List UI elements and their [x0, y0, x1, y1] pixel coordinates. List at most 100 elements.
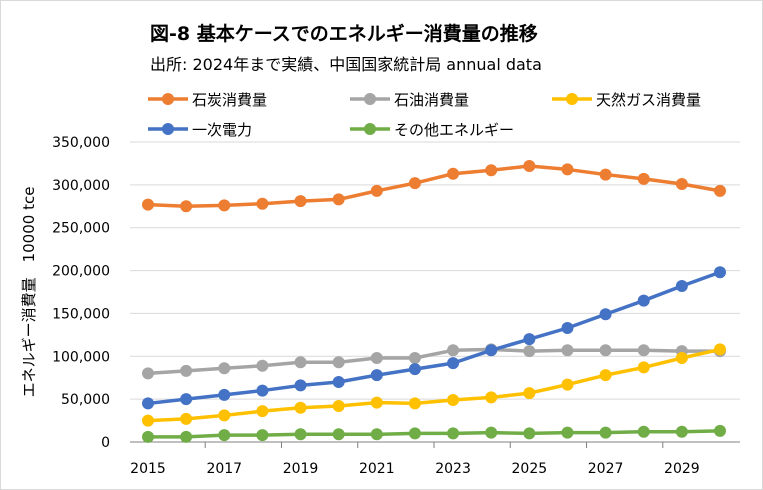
- data-point: [218, 388, 231, 401]
- data-point: [485, 344, 498, 357]
- series-line: [142, 424, 726, 443]
- data-point: [447, 427, 460, 440]
- y-tick-label: 300,000: [52, 178, 110, 194]
- x-tick-label: 2019: [283, 461, 319, 477]
- data-point: [675, 178, 688, 190]
- data-point: [447, 167, 460, 180]
- data-point: [523, 387, 536, 400]
- legend-marker: [566, 93, 578, 105]
- data-point: [599, 369, 612, 382]
- data-point: [637, 172, 650, 185]
- data-point: [408, 177, 421, 190]
- chart-subtitle: 出所: 2024年まで実績、中国国家統計局 annual data: [150, 55, 542, 74]
- data-point: [332, 400, 345, 412]
- legend-item: 石炭消費量: [148, 91, 267, 109]
- data-point: [485, 426, 498, 439]
- y-tick-label: 250,000: [52, 221, 110, 237]
- data-point: [714, 424, 726, 437]
- data-point: [218, 199, 231, 212]
- data-point: [256, 405, 269, 418]
- y-tick-label: 200,000: [52, 264, 110, 280]
- legend-label: 天然ガス消費量: [596, 91, 701, 109]
- y-tick-label: 100,000: [52, 349, 110, 365]
- data-point: [561, 426, 574, 439]
- data-point: [447, 344, 460, 357]
- x-tick-label: 2023: [435, 461, 471, 477]
- x-tick-label: 2021: [359, 461, 395, 477]
- data-point: [256, 359, 269, 372]
- y-tick-label: 50,000: [61, 392, 110, 408]
- series-line: [142, 343, 726, 427]
- data-point: [637, 294, 650, 307]
- legend-item: 一次電力: [148, 121, 252, 139]
- data-point: [142, 414, 154, 427]
- data-point: [180, 430, 193, 443]
- data-point: [599, 308, 612, 321]
- legend-item: 石油消費量: [350, 91, 469, 109]
- data-point: [218, 429, 231, 442]
- series-path: [147, 347, 720, 376]
- data-point: [294, 379, 307, 392]
- legend-label: 石炭消費量: [192, 91, 267, 109]
- data-point: [332, 428, 345, 441]
- data-point: [523, 427, 536, 440]
- data-point: [370, 184, 383, 197]
- data-point: [294, 356, 307, 369]
- data-point: [294, 195, 307, 208]
- axes: 0 50,000 100,000 150,000 200,000 250,000 300,0…: [52, 135, 740, 477]
- x-tick-label: 2015: [130, 461, 166, 477]
- data-point: [408, 352, 421, 364]
- data-point: [523, 333, 536, 346]
- data-point: [485, 391, 498, 404]
- data-point: [714, 343, 726, 356]
- legend-marker: [364, 123, 376, 135]
- data-point: [485, 164, 498, 177]
- data-point: [142, 198, 154, 211]
- series-path: [147, 347, 721, 423]
- chart-title: 図-8 基本ケースでのエネルギー消費量の推移: [150, 22, 538, 45]
- data-point: [675, 352, 688, 364]
- x-tick-label: 2029: [664, 461, 700, 477]
- y-tick-label: 350,000: [52, 135, 110, 151]
- data-point: [714, 184, 726, 197]
- data-point: [637, 425, 650, 438]
- legend-marker: [364, 93, 376, 105]
- data-point: [218, 409, 231, 422]
- y-tick-label: 150,000: [52, 306, 110, 322]
- data-point: [370, 396, 383, 409]
- legend-item: 天然ガス消費量: [552, 91, 701, 109]
- data-point: [256, 384, 269, 397]
- data-point: [523, 345, 536, 358]
- legend-label: 石油消費量: [394, 91, 469, 109]
- data-point: [218, 362, 231, 375]
- data-point: [561, 322, 574, 334]
- data-point: [599, 344, 612, 357]
- series-line: [142, 343, 726, 380]
- data-point: [408, 397, 421, 410]
- data-point: [408, 363, 421, 376]
- data-point: [142, 397, 154, 410]
- series-path: [147, 164, 721, 209]
- legend-label: 一次電力: [192, 121, 252, 139]
- data-point: [408, 427, 421, 440]
- data-point: [561, 163, 574, 176]
- data-point: [332, 193, 345, 206]
- data-point: [370, 428, 383, 441]
- data-point: [599, 168, 612, 181]
- series-path: [147, 270, 721, 406]
- data-point: [561, 344, 574, 357]
- data-point: [714, 266, 726, 279]
- data-point: [523, 160, 536, 172]
- data-point: [561, 378, 574, 391]
- series-path: [148, 429, 721, 439]
- y-axis-label: エネルギー消費量 10000 tce: [20, 187, 38, 398]
- series-line: [142, 266, 726, 410]
- data-point: [370, 369, 383, 382]
- data-point: [637, 361, 650, 374]
- data-point: [370, 352, 383, 364]
- gridlines: [130, 141, 740, 400]
- data-point: [447, 357, 460, 370]
